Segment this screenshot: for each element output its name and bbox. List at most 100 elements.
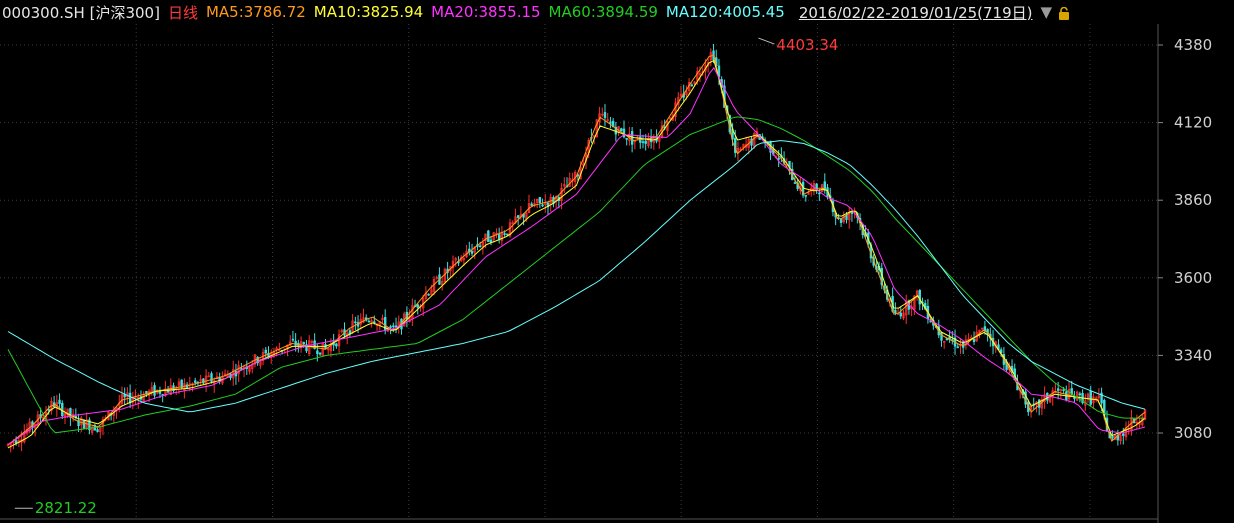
candle-body [210,373,213,382]
candle-body [310,341,314,343]
candle-body [278,349,281,351]
candle-body [807,192,810,195]
candle-body [120,394,124,404]
chart-header: 000300.SH [沪深300] 日线 MA5:3786.72 MA10:38… [0,0,1234,24]
candle-body [690,84,694,87]
ma-line-ma120 [7,140,1146,413]
candle-body [918,290,921,305]
candle-body [1094,397,1098,400]
candle-body [736,147,740,153]
candle-body [194,380,197,383]
candle-body [902,312,905,319]
candle-body [685,91,688,95]
candle-body [354,321,357,324]
candle-body [848,214,851,221]
candle-body [1073,397,1076,400]
candle-body [744,144,748,148]
candle-body [478,245,482,248]
high-annotation: 4403.34 [776,36,838,54]
candle-body [164,388,167,397]
candle-body [1135,422,1139,424]
candle-body [1059,389,1063,391]
y-axis: 4380 4120 3860 3600 3340 3080 [1158,36,1212,442]
candle-body [430,289,433,296]
candle-body [367,320,371,323]
candle-body [381,317,384,320]
candle-body [899,312,902,317]
candle-body [23,432,26,443]
candle-body [392,325,395,328]
candle-body [516,215,520,218]
grid-lines [0,24,1159,523]
candle-body [915,290,919,296]
candle-body [541,204,544,207]
candle-body [237,365,240,375]
date-range[interactable]: 2016/02/22-2019/01/25(719日) [798,3,1033,22]
candle-body [693,81,696,85]
candle-body [1143,409,1147,420]
ma-line-ma5 [7,54,1146,446]
candle-body [777,158,780,160]
y-tick-label: 4380 [1174,36,1212,54]
candle-body [416,304,419,308]
candle-body [481,241,485,247]
candle-body [177,381,181,386]
candle-body [601,113,604,116]
candle-body [497,234,501,240]
ma60-readout: MA60:3894.59 [548,3,658,21]
candle-body [674,102,677,118]
candle-body [180,379,183,389]
y-tick-label: 3080 [1174,424,1212,442]
candle-body [630,131,634,145]
candle-body [153,385,156,396]
lock-icon[interactable] [1058,6,1070,20]
candle-body [620,128,623,132]
candle-body [530,203,533,206]
ma5-readout: MA5:3786.72 [205,3,306,21]
candle-body [644,140,647,144]
candle-body [1100,392,1103,404]
candle-body [394,325,398,328]
candle-body [956,346,959,349]
candle-body [487,230,490,243]
moving-average-lines [7,54,1146,449]
candle-body [383,317,387,330]
candle-body [913,295,916,310]
candle-body [202,378,205,384]
candle-body [1048,395,1052,403]
candle-body [1097,395,1101,399]
candle-body [1078,393,1082,396]
candle-body [894,309,897,314]
candle-body [658,138,661,142]
candle-body [563,184,566,187]
candle-body [199,379,202,381]
candle-body [706,62,710,66]
candle-body [470,251,474,254]
candle-body [1122,433,1125,436]
candle-body [980,327,984,330]
candle-body [82,419,86,429]
candle-body [506,233,509,236]
candle-body [308,340,311,355]
candle-body [603,112,607,119]
candle-body [595,119,599,138]
candle-body [609,121,612,124]
y-tick-label: 3860 [1174,191,1212,209]
candle-body [294,340,297,346]
candle-body [793,182,797,184]
candle-body [451,260,455,269]
candle-body [427,293,430,296]
candle-body [696,71,699,81]
candle-body [1075,391,1079,401]
candle-body [259,359,262,366]
candles [6,43,1147,453]
y-tick-label: 3600 [1174,269,1212,287]
candle-body [440,281,444,286]
candle-body [286,344,289,350]
triangle-down-icon[interactable]: ▼ [1040,3,1053,21]
period-label[interactable]: 日线 [167,3,198,22]
candle-body [546,202,550,208]
candle-body [435,277,438,279]
candle-body [47,409,50,411]
